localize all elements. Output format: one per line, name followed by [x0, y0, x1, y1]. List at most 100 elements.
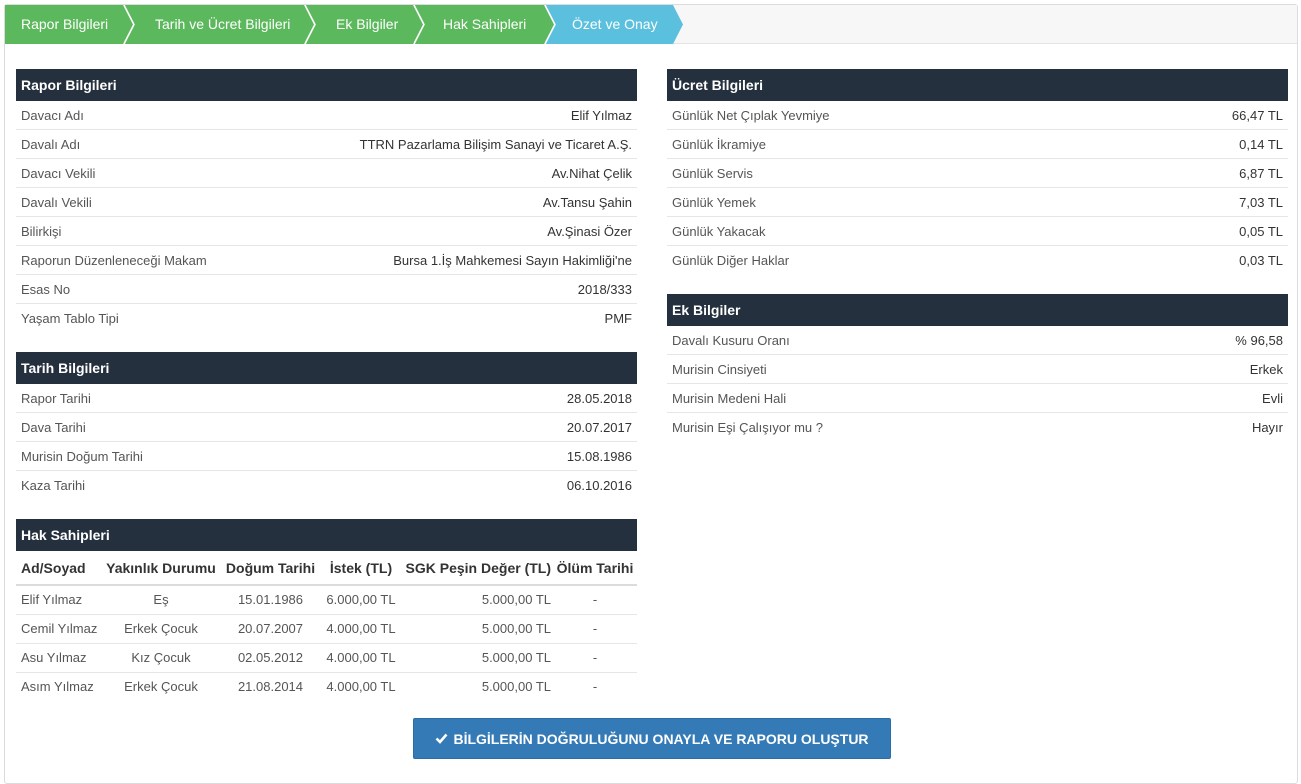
row-label: Davalı Adı: [21, 136, 81, 152]
info-row: Günlük Diğer Haklar 0,03 TL: [667, 246, 1288, 275]
row-value: 0,14 TL: [1239, 136, 1283, 152]
row-label: Bilirkişi: [21, 223, 62, 239]
row-label: Günlük Servis: [672, 165, 753, 181]
row-value: PMF: [604, 311, 632, 326]
row-label: Raporun Düzenleneceği Makam: [21, 252, 207, 268]
cell-sgk: 5.000,00 TL: [401, 585, 553, 615]
info-row: Davacı Vekili Av.Nihat Çelik: [16, 159, 637, 188]
section-title: Hak Sahipleri: [16, 519, 637, 551]
row-value: Evli: [1262, 390, 1283, 406]
step-arrow-shape: [5, 5, 133, 44]
ucret-rows: Günlük Net Çıplak Yevmiye 66,47 TL Günlük…: [667, 101, 1288, 275]
tarih-rows: Rapor Tarihi 28.05.2018 Dava Tarihi 20.07.…: [16, 384, 637, 500]
info-row: Davalı Adı TTRN Pazarlama Bilişim Sanayi …: [16, 130, 637, 159]
row-value: Elif Yılmaz: [570, 107, 632, 123]
col-header: İstek (TL): [321, 551, 401, 586]
cell-request: 4.000,00 TL: [321, 614, 401, 644]
col-header: Doğum Tarihi: [220, 551, 321, 586]
row-label: Kaza Tarihi: [21, 478, 86, 493]
row-value: 7,03 TL: [1239, 194, 1283, 210]
row-value: Erkek: [1249, 361, 1283, 377]
col-header: Ölüm Tarihi: [553, 551, 637, 586]
cell-request: 4.000,00 TL: [321, 643, 401, 673]
row-label: Davalı Vekili: [21, 194, 92, 210]
info-row: Raporun Düzenleneceği Makam Bursa 1.İş Ma…: [16, 246, 637, 275]
ek-bilgiler-section: Ek Bilgiler Davalı Kusuru Oranı % 96,58 M…: [667, 294, 1288, 442]
step-ek-bilgiler[interactable]: Ek Bilgiler: [305, 5, 423, 44]
section-title: Tarih Bilgileri: [16, 352, 637, 384]
report-summary-panel: Rapor Bilgileri Tarih ve Ücret Bilgileri…: [4, 4, 1298, 784]
info-row: Günlük Yemek 7,03 TL: [667, 188, 1288, 217]
cell-relation: Erkek Çocuk: [102, 614, 220, 644]
row-value: Av.Nihat Çelik: [551, 165, 632, 181]
step-tarih-ucret[interactable]: Tarih ve Ücret Bilgileri: [124, 5, 314, 44]
step-ozet-onay[interactable]: Özet ve Onay: [545, 5, 683, 44]
row-value: Bursa 1.İş Mahkemesi Sayın Hakimliği'ne: [393, 252, 632, 268]
row-value: 0,05 TL: [1239, 223, 1283, 239]
info-row: Günlük İkramiye 0,14 TL: [667, 130, 1288, 159]
cell-relation: Erkek Çocuk: [124, 679, 198, 695]
cell-death-date: -: [553, 585, 637, 615]
cell-birthdate: 15.01.1986: [220, 585, 321, 615]
cell-death-date: -: [553, 614, 637, 644]
row-label: Murisin Eşi Çalışıyor mu ?: [672, 420, 823, 435]
row-label: Murisin Doğum Tarihi: [21, 448, 143, 464]
table-row: Elif Yılmaz Eş 15.01.1986 6.000,00 TL 5.…: [16, 585, 637, 615]
rapor-rows: Davacı Adı Elif Yılmaz Davalı Adı TTRN Paz…: [16, 101, 637, 333]
row-value: 15.08.1986: [566, 448, 632, 464]
col-header: SGK Peşin Değer (TL): [401, 551, 553, 586]
info-row: Davacı Adı Elif Yılmaz: [16, 101, 637, 130]
info-row: Yaşam Tablo Tipi PMF: [16, 304, 637, 333]
wizard-steps: Rapor Bilgileri Tarih ve Ücret Bilgileri…: [5, 5, 1297, 44]
cell-death-date: -: [553, 643, 637, 673]
info-row: Kaza Tarihi 06.10.2016: [16, 471, 637, 500]
row-value: 0,03 TL: [1239, 253, 1283, 268]
row-label: Esas No: [21, 281, 71, 297]
cell-request: 4.000,00 TL: [326, 679, 396, 695]
section-title: Ücret Bilgileri: [667, 69, 1288, 101]
info-row: Murisin Cinsiyeti Erkek: [667, 355, 1288, 384]
table-row: Asu Yılmaz Kız Çocuk 02.05.2012 4.000,00…: [16, 643, 637, 673]
row-value: % 96,58: [1235, 332, 1283, 348]
cell-birthdate: 21.08.2014: [237, 679, 304, 695]
cell-birthdate: 20.07.2007: [220, 614, 321, 644]
step-label: Rapor Bilgileri: [21, 16, 109, 32]
info-row: Günlük Yakacak 0,05 TL: [667, 217, 1288, 246]
row-value: 6,87 TL: [1239, 165, 1283, 181]
row-value: Hayır: [1251, 420, 1283, 435]
info-row: Bilirkişi Av.Şinasi Özer: [16, 217, 637, 246]
cell-sgk: 5.000,00 TL: [481, 679, 551, 695]
confirm-and-create-report-button[interactable]: BİLGİLERİN DOĞRULUĞUNU ONAYLA VE RAPORU …: [413, 718, 891, 759]
col-header: Ad/Soyad: [16, 551, 102, 586]
cell-name: Asım Yılmaz: [21, 679, 94, 695]
cell-death-date: -: [592, 679, 598, 695]
step-rapor-bilgileri[interactable]: Rapor Bilgileri: [5, 5, 133, 44]
row-label: Murisin Medeni Hali: [672, 390, 787, 406]
row-label: Davacı Adı: [21, 107, 84, 123]
step-arrow-shape: [545, 5, 683, 44]
cell-relation: Eş: [102, 585, 220, 615]
info-row: Davalı Vekili Av.Tansu Şahin: [16, 188, 637, 217]
step-arrow-shape: [414, 5, 554, 44]
row-value: 06.10.2016: [566, 478, 632, 493]
step-arrow-shape: [305, 5, 423, 44]
row-label: Günlük Yemek: [672, 194, 756, 210]
cell-name: Cemil Yılmaz: [16, 614, 102, 644]
row-label: Günlük Yakacak: [672, 223, 766, 239]
check-icon: [436, 733, 448, 744]
step-label: Hak Sahipleri: [443, 16, 527, 32]
cell-birthdate: 02.05.2012: [220, 643, 321, 673]
row-label: Günlük Net Çıplak Yevmiye: [672, 107, 830, 123]
info-row: Murisin Doğum Tarihi 15.08.1986: [16, 442, 637, 471]
section-title: Rapor Bilgileri: [16, 69, 637, 101]
row-value: Av.Tansu Şahin: [542, 194, 632, 210]
step-hak-sahipleri[interactable]: Hak Sahipleri: [414, 5, 554, 44]
info-row: Murisin Medeni Hali Evli: [667, 384, 1288, 413]
row-value: 20.07.2017: [566, 419, 632, 435]
ek-rows: Davalı Kusuru Oranı % 96,58 Murisin Cinsi…: [667, 326, 1288, 442]
step-arrow-shape: [124, 5, 314, 44]
row-value: Av.Şinasi Özer: [547, 223, 632, 239]
cell-name: Asu Yılmaz: [16, 643, 102, 673]
section-title: Ek Bilgiler: [667, 294, 1288, 326]
step-label: Ek Bilgiler: [336, 16, 399, 32]
